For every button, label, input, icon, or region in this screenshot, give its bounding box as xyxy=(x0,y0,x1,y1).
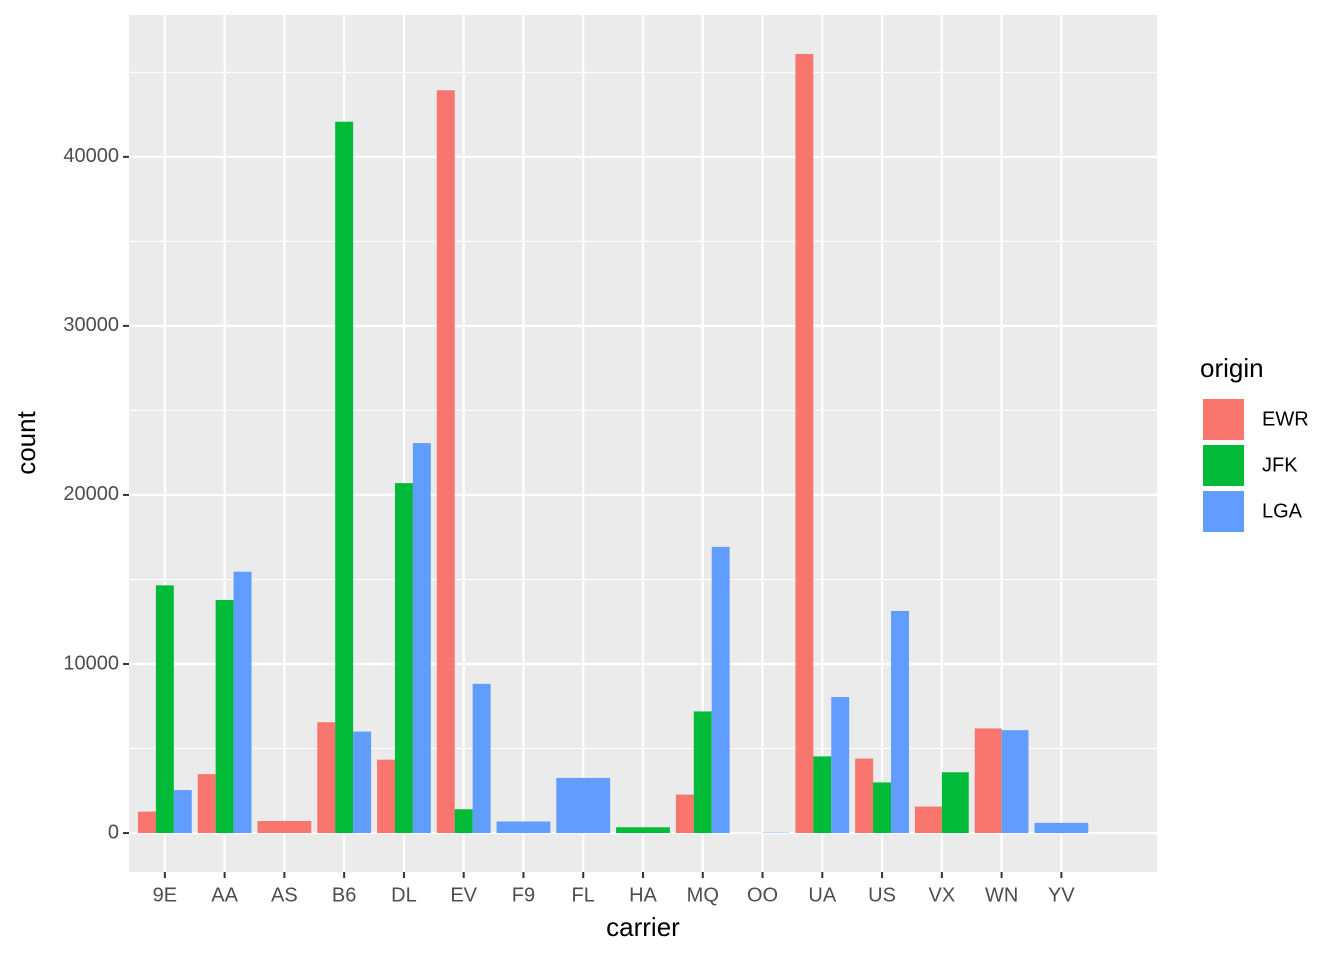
x-tick-label: WN xyxy=(985,884,1018,906)
bar xyxy=(412,443,431,834)
x-tick-label: AA xyxy=(211,884,238,906)
bar xyxy=(813,756,832,834)
bar xyxy=(675,794,694,834)
bar xyxy=(197,774,216,834)
x-tick-label: VX xyxy=(928,884,955,906)
bar xyxy=(795,53,814,834)
bar xyxy=(914,806,942,834)
legend-label: EWR xyxy=(1262,408,1309,430)
legend-title: origin xyxy=(1200,353,1264,383)
bar xyxy=(436,90,455,834)
bar xyxy=(454,809,473,834)
bar xyxy=(335,121,354,834)
y-tick-label: 10000 xyxy=(63,652,119,674)
x-tick-label: AS xyxy=(271,884,298,906)
y-tick-label: 40000 xyxy=(63,145,119,167)
x-tick-label: F9 xyxy=(512,884,535,906)
bar xyxy=(472,683,491,834)
x-tick-label: OO xyxy=(747,884,778,906)
bars xyxy=(137,53,1089,834)
bar xyxy=(394,483,413,834)
x-tick-label: MQ xyxy=(687,884,719,906)
y-tick-label: 20000 xyxy=(63,483,119,505)
bar xyxy=(616,827,670,834)
x-tick-label: B6 xyxy=(332,884,356,906)
bar xyxy=(257,820,312,834)
y-tick-label: 0 xyxy=(108,821,119,843)
bar xyxy=(974,728,1002,834)
bar xyxy=(353,731,372,834)
bar xyxy=(855,758,874,834)
bar xyxy=(556,777,611,834)
bar xyxy=(317,722,336,834)
bar xyxy=(377,759,395,834)
bar xyxy=(1034,822,1089,834)
y-axis-title: count xyxy=(11,410,41,474)
bar xyxy=(1001,730,1029,834)
x-tick-label: 9E xyxy=(153,884,177,906)
bar xyxy=(233,571,252,834)
x-tick-label: FL xyxy=(572,884,595,906)
legend-key xyxy=(1201,443,1246,488)
bar xyxy=(496,821,551,834)
bar xyxy=(215,600,234,834)
x-tick-label: US xyxy=(868,884,896,906)
legend-label: LGA xyxy=(1262,500,1303,522)
x-tick-label: UA xyxy=(808,884,836,906)
bar xyxy=(873,782,892,834)
legend-label: JFK xyxy=(1262,454,1298,476)
bar xyxy=(173,790,192,834)
bar xyxy=(891,610,909,834)
bar xyxy=(155,585,174,834)
x-tick-label: EV xyxy=(450,884,477,906)
bar xyxy=(693,711,712,834)
bar xyxy=(831,697,850,834)
x-tick-label: YV xyxy=(1048,884,1075,906)
bar xyxy=(711,546,730,834)
bar xyxy=(941,772,969,834)
bar xyxy=(137,811,156,834)
legend-key xyxy=(1201,397,1246,442)
x-axis-title: carrier xyxy=(606,912,680,942)
y-tick-label: 30000 xyxy=(63,314,119,336)
legend-key xyxy=(1201,489,1246,534)
x-tick-label: DL xyxy=(391,884,417,906)
x-tick-label: HA xyxy=(629,884,657,906)
